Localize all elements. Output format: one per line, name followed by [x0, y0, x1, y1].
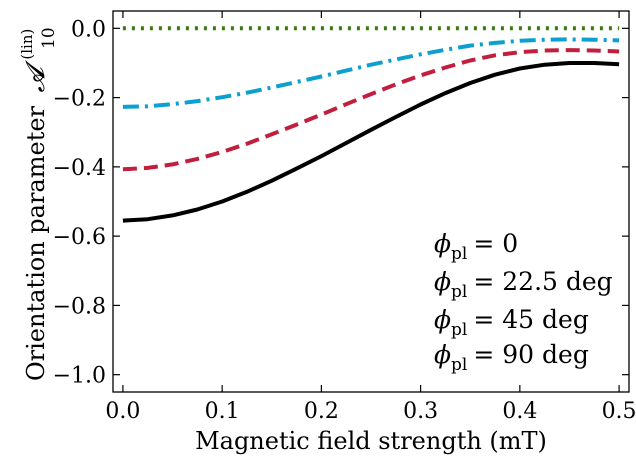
y-tick-label: 0.0	[71, 17, 106, 42]
legend-value: = 22.5 deg	[473, 267, 612, 296]
legend-value: = 0	[473, 229, 518, 258]
x-tick-label: 0.4	[502, 399, 537, 424]
y-axis-label-text: Orientation parameter	[22, 105, 50, 381]
legend-symbol: ϕ	[434, 305, 451, 334]
series-line-3	[122, 48, 620, 172]
y-tick-label: −0.4	[53, 156, 106, 181]
x-axis-label: Magnetic field strength (mT)	[195, 427, 547, 455]
legend-symbol: ϕ	[434, 229, 451, 258]
legend-value: = 45 deg	[473, 305, 588, 334]
series-line-2	[122, 37, 620, 109]
y-axis-label-subscript: 10	[39, 27, 59, 49]
x-tick-label: 0.1	[205, 399, 240, 424]
y-tick-label: −1.0	[53, 364, 106, 389]
x-tick-label: 0.5	[602, 399, 636, 424]
x-tick-label: 0.2	[304, 399, 339, 424]
legend-subscript: pl	[451, 320, 467, 340]
y-axis-label: Orientation parameter 𝓐 (lin) 10	[10, 21, 59, 381]
tick-layer: 0.0 0.1 0.2 0.3 0.4 0.5 0.0 −0.2 −0.4 −0.6 −0.8 −1.…	[53, 11, 636, 424]
legend-symbol: ϕ	[434, 267, 451, 296]
legend-subscript: pl	[451, 244, 467, 264]
legend-value: = 90 deg	[473, 340, 588, 369]
x-tick-label: 0.0	[105, 399, 140, 424]
y-tick-label: −0.2	[53, 87, 106, 112]
y-tick-label: −0.6	[53, 225, 106, 250]
legend-entry-3: ϕpl = 45 deg	[434, 305, 589, 340]
x-tick-label: 0.3	[403, 399, 438, 424]
y-axis-label-superscript: (lin)	[18, 29, 36, 60]
legend-subscript: pl	[451, 355, 467, 375]
y-tick-label: −0.8	[53, 294, 106, 319]
legend-subscript: pl	[451, 282, 467, 302]
series-line-4	[122, 61, 620, 223]
legend-entry-4: ϕpl = 90 deg	[434, 340, 589, 375]
series-layer	[122, 26, 620, 223]
legend-entry-2: ϕpl = 22.5 deg	[434, 267, 613, 302]
y-axis-label-symbol: 𝓐	[21, 59, 51, 92]
legend-entry-1: ϕpl = 0	[434, 229, 518, 264]
plot-frame	[112, 10, 630, 393]
y-axis-label-group: Orientation parameter 𝓐 (lin) 10	[10, 21, 59, 381]
legend-symbol: ϕ	[434, 340, 451, 369]
